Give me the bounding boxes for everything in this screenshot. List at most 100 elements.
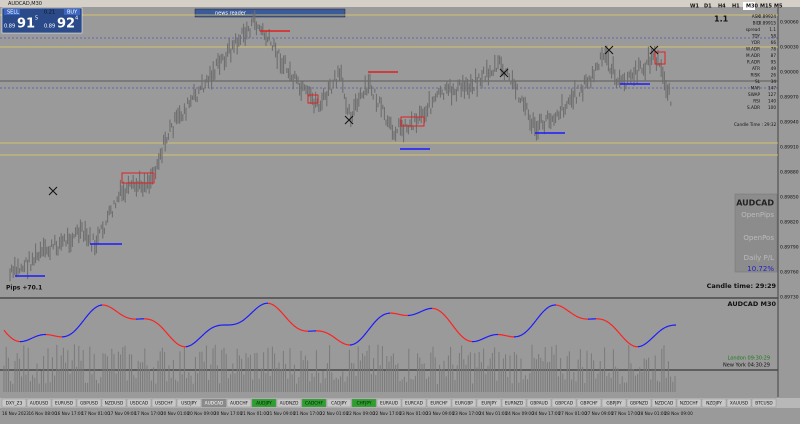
oscillator bbox=[426, 309, 428, 310]
time-label: 28 Nov 09:00 bbox=[665, 411, 694, 416]
info-key: ATR bbox=[752, 66, 760, 71]
oscillator bbox=[234, 324, 236, 325]
symbol-label: AUDCHF bbox=[230, 401, 249, 407]
oscillator bbox=[550, 305, 552, 306]
oscillator bbox=[384, 314, 386, 315]
account-open-pos: OpenPos bbox=[743, 234, 774, 242]
oscillator bbox=[30, 338, 32, 339]
info-key: spread bbox=[746, 27, 761, 32]
symbol-label: DXY_Z3 bbox=[6, 401, 23, 407]
oscillator bbox=[300, 330, 302, 331]
price-pips: 91 bbox=[17, 17, 35, 32]
symbol-label: GBPAUD bbox=[530, 401, 549, 407]
oscillator bbox=[270, 304, 272, 305]
info-key: TDY bbox=[751, 34, 761, 39]
oscillator bbox=[434, 309, 436, 310]
timeframe-button[interactable]: D1 bbox=[704, 4, 712, 10]
symbol-label: GBPUSD bbox=[80, 401, 99, 407]
info-key: SWAP bbox=[748, 92, 760, 97]
symbol-label: USDCHF bbox=[155, 401, 173, 407]
time-label: 16 Nov 17:00 bbox=[55, 411, 84, 416]
info-value: 0.89915 bbox=[759, 21, 777, 26]
info-value: 95 bbox=[771, 60, 777, 65]
symbol-label: BTCUSD bbox=[755, 401, 773, 407]
oscillator bbox=[468, 341, 470, 342]
info-key: RISK bbox=[750, 73, 760, 78]
time-label: 23 Nov 01:00 bbox=[400, 411, 429, 416]
oscillator bbox=[476, 341, 478, 342]
session-time: London 09:30:29 bbox=[728, 356, 770, 362]
timeframe-button[interactable]: M15 bbox=[760, 4, 772, 10]
symbol-label: EURJPY bbox=[481, 401, 497, 407]
time-label: 24 Nov 09:00 bbox=[506, 411, 535, 416]
timeframe-button[interactable]: H4 bbox=[718, 4, 726, 10]
oscillator bbox=[344, 344, 346, 345]
timeframe-button[interactable]: W1 bbox=[690, 4, 700, 10]
info-key: M.ADR bbox=[746, 53, 760, 58]
price-big: 0.89 bbox=[4, 24, 15, 30]
oscillator bbox=[66, 336, 68, 337]
symbol-label: GBPJPY bbox=[606, 401, 622, 407]
oscillator bbox=[28, 339, 30, 340]
timeframe-button[interactable]: H1 bbox=[732, 4, 740, 10]
window-title: AUDCAD,M30 bbox=[8, 1, 42, 7]
symbol-label: EURNZD bbox=[505, 401, 524, 407]
symbol-label: NZDCAD bbox=[655, 401, 674, 407]
symbol-label: XAUUSD bbox=[730, 401, 749, 407]
account-daily-pct: 10.72% bbox=[747, 265, 774, 273]
indicator-title: AUDCAD M30 bbox=[728, 300, 777, 308]
time-label: 24 Nov 17:00 bbox=[532, 411, 561, 416]
oscillator bbox=[560, 306, 562, 307]
session-time: New York 04:30:29 bbox=[723, 363, 770, 369]
info-headline: 1.1 bbox=[714, 15, 729, 24]
symbol-label: GBPNZD bbox=[630, 401, 649, 407]
time-label: 21 Nov 09:00 bbox=[267, 411, 296, 416]
oscillator bbox=[26, 340, 28, 341]
time-label: 20 Nov 09:00 bbox=[188, 411, 217, 416]
info-value: 66 bbox=[771, 40, 777, 45]
oscillator bbox=[126, 317, 128, 318]
symbol-label: CADJPY bbox=[331, 401, 347, 407]
price-label: 0.89880 bbox=[780, 170, 799, 176]
oscillator bbox=[436, 309, 438, 310]
info-value: 87 bbox=[771, 53, 777, 58]
oscillator bbox=[16, 341, 18, 342]
info-value: 127 bbox=[768, 92, 776, 97]
oscillator bbox=[558, 305, 560, 306]
oscillator bbox=[640, 346, 642, 347]
time-label: 27 Nov 17:00 bbox=[612, 411, 641, 416]
info-value: 147 bbox=[768, 86, 776, 91]
oscillator bbox=[580, 318, 582, 319]
oscillator bbox=[424, 309, 426, 310]
info-key: RSI bbox=[753, 99, 760, 104]
price-pips: 92 bbox=[57, 17, 75, 32]
timeframe-button[interactable]: M30 bbox=[746, 4, 758, 10]
oscillator bbox=[414, 314, 416, 315]
oscillator bbox=[150, 320, 152, 321]
symbol-label: NZDCHF bbox=[680, 401, 699, 407]
oscillator bbox=[188, 346, 190, 347]
info-value: 1.1 bbox=[769, 27, 776, 32]
oscillator bbox=[482, 338, 484, 339]
price-point: 4 bbox=[75, 16, 78, 22]
symbol-label: AUDCAD bbox=[205, 401, 224, 407]
symbol-label: EURUSD bbox=[55, 401, 74, 407]
time-label: 22 Nov 09:00 bbox=[347, 411, 376, 416]
price-point: 5 bbox=[35, 16, 38, 22]
oscillator bbox=[632, 345, 634, 346]
news-label: news reader bbox=[215, 11, 247, 17]
time-label: 16 Nov 2023 bbox=[2, 411, 29, 416]
oscillator bbox=[604, 320, 606, 321]
time-label: 24 Nov 01:00 bbox=[479, 411, 508, 416]
oscillator bbox=[668, 326, 670, 327]
info-key: R.ADR bbox=[747, 60, 760, 65]
time-label: 21 Nov 17:00 bbox=[294, 411, 323, 416]
oscillator bbox=[216, 326, 218, 327]
account-open-pips: OpenPips bbox=[741, 211, 774, 219]
info-key: YDR bbox=[750, 40, 760, 45]
oscillator bbox=[214, 326, 216, 327]
lot-size: 0.21 bbox=[44, 10, 55, 16]
timeframe-button[interactable]: M5 bbox=[774, 4, 783, 10]
oscillator bbox=[416, 313, 418, 314]
